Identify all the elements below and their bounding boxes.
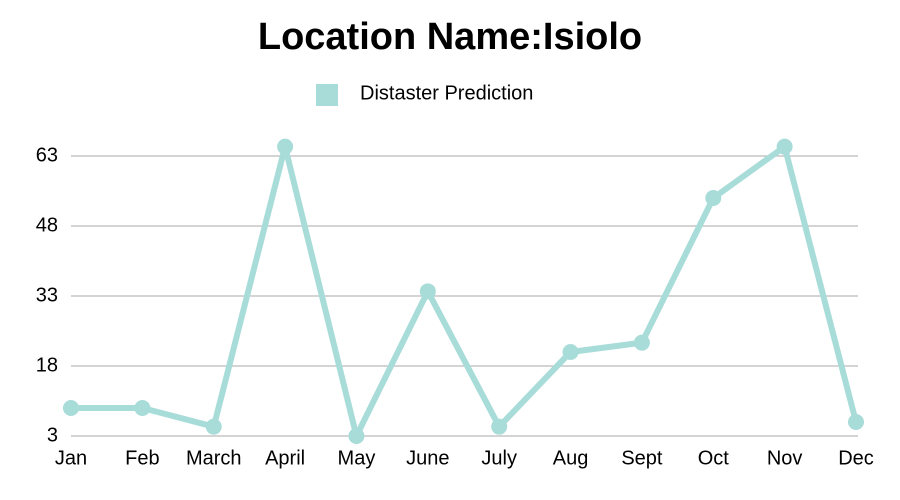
data-point — [491, 418, 508, 435]
x-tick-label: Dec — [838, 447, 874, 469]
x-tick-label: July — [481, 447, 517, 469]
x-tick-label: Sept — [621, 447, 663, 469]
data-point — [705, 190, 722, 206]
y-tick-label: 48 — [36, 214, 58, 236]
x-tick-label: Feb — [125, 447, 159, 469]
data-point — [63, 400, 79, 416]
data-point — [633, 334, 650, 351]
y-tick-label: 63 — [36, 144, 58, 166]
legend-label: Distaster Prediction — [360, 82, 533, 104]
x-tick-label: Nov — [767, 447, 803, 469]
data-point — [562, 344, 579, 360]
legend-swatch — [316, 84, 338, 106]
data-point — [419, 283, 436, 300]
data-point — [205, 418, 222, 435]
x-tick-label: Oct — [698, 447, 730, 469]
x-tick-label: April — [265, 447, 305, 469]
x-tick-label: May — [338, 447, 376, 469]
y-tick-label: 18 — [36, 354, 58, 376]
x-tick-label: Aug — [553, 447, 589, 469]
x-tick-label: Jan — [55, 447, 87, 469]
data-point — [134, 400, 151, 416]
data-point — [348, 428, 365, 444]
x-tick-label: June — [406, 447, 449, 469]
data-point — [848, 414, 864, 430]
series-line — [71, 143, 859, 439]
x-tick-label: March — [186, 447, 242, 469]
y-tick-label: 33 — [36, 284, 58, 306]
chart-title: Location Name:Isiolo — [258, 16, 642, 58]
data-point — [776, 138, 793, 155]
data-point — [277, 138, 294, 155]
y-tick-label: 3 — [47, 424, 58, 446]
